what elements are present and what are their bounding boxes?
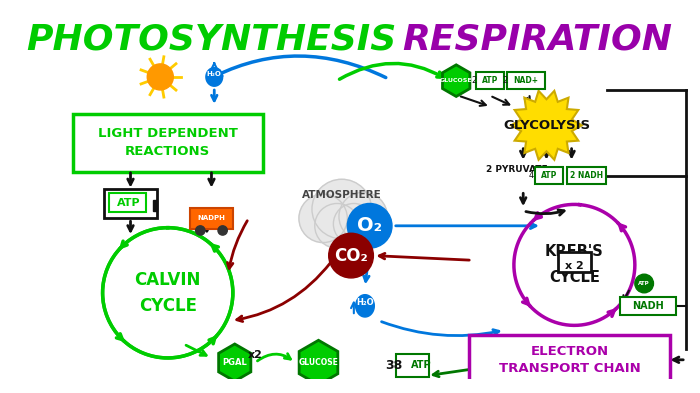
FancyBboxPatch shape [396,354,428,377]
Text: 2: 2 [471,76,477,85]
Text: LIGHT DEPENDENT
REACTIONS: LIGHT DEPENDENT REACTIONS [98,127,238,158]
Circle shape [635,274,654,293]
Text: ATP: ATP [482,76,498,85]
Circle shape [329,233,373,278]
Text: ATP: ATP [638,281,650,286]
FancyBboxPatch shape [153,200,158,211]
Text: ELECTRON
TRANSPORT CHAIN: ELECTRON TRANSPORT CHAIN [499,345,640,375]
Text: NAD+: NAD+ [514,76,538,85]
Text: H₂O: H₂O [206,71,222,77]
Polygon shape [206,68,223,86]
Text: CALVIN
CYCLE: CALVIN CYCLE [134,271,201,315]
Text: 38: 38 [385,359,402,372]
FancyBboxPatch shape [558,252,591,272]
Text: KREB'S: KREB'S [545,244,604,259]
FancyBboxPatch shape [469,335,670,385]
Text: GLYCOLYSIS: GLYCOLYSIS [503,119,590,132]
Text: ATMOSPHERE: ATMOSPHERE [302,190,382,200]
FancyBboxPatch shape [109,193,146,212]
Text: 2 PYRUVATE: 2 PYRUVATE [486,165,547,174]
Text: RESPIRATION: RESPIRATION [402,23,672,57]
Text: ATP: ATP [117,198,141,208]
Text: 2 NADH: 2 NADH [570,171,603,180]
Text: 2: 2 [502,76,508,85]
Circle shape [312,179,372,239]
FancyBboxPatch shape [620,297,676,315]
Circle shape [315,204,359,248]
Text: ATP: ATP [541,171,557,180]
Circle shape [195,226,205,235]
FancyBboxPatch shape [536,167,564,184]
Text: CO₂: CO₂ [334,246,368,264]
Text: NADH: NADH [632,301,664,311]
FancyArrowPatch shape [212,63,216,68]
Text: O₂: O₂ [357,216,382,235]
Polygon shape [442,65,470,96]
Text: GLUCOSE: GLUCOSE [298,358,338,367]
FancyBboxPatch shape [104,189,157,219]
Text: H₂O: H₂O [356,298,374,307]
Polygon shape [218,344,251,381]
Text: 4: 4 [528,171,533,180]
Circle shape [347,204,392,248]
Circle shape [333,204,374,244]
Text: NADPH: NADPH [197,215,225,221]
Polygon shape [299,340,338,385]
FancyBboxPatch shape [190,208,233,229]
Circle shape [147,64,174,90]
Text: x 2: x 2 [565,261,584,271]
FancyBboxPatch shape [476,72,504,89]
Text: ATP: ATP [410,360,431,370]
Circle shape [218,226,228,235]
Polygon shape [356,295,375,317]
FancyBboxPatch shape [567,167,606,184]
Text: x2: x2 [248,350,262,360]
FancyBboxPatch shape [508,72,545,89]
Text: PGAL: PGAL [223,358,247,367]
Circle shape [299,194,347,242]
Text: GLUCOSE: GLUCOSE [440,78,473,83]
Text: CYCLE: CYCLE [549,270,600,285]
Text: PHOTOSYNTHESIS: PHOTOSYNTHESIS [27,23,397,57]
Circle shape [339,192,387,241]
FancyBboxPatch shape [73,114,262,172]
Polygon shape [511,91,582,160]
